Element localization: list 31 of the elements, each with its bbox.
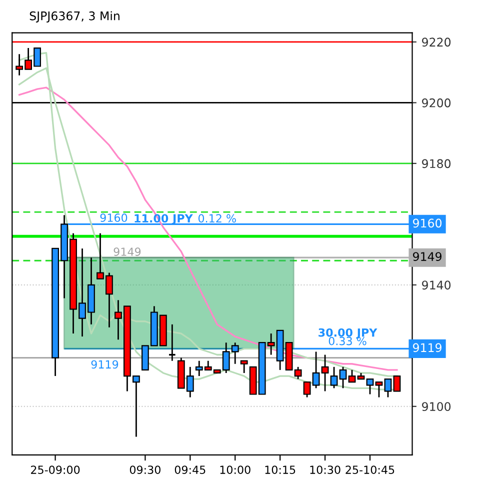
candlestick: [348, 369, 356, 383]
x-tick-label: 09:30: [130, 466, 160, 474]
x-tick-label: 09:45: [174, 466, 206, 474]
y-tick-label: 9220: [422, 38, 451, 47]
candlestick: [366, 378, 374, 395]
candlestick: [330, 366, 338, 389]
candlestick: [168, 324, 176, 362]
y-tick-label: 9140: [422, 280, 451, 290]
x-tick-label: 10:00: [220, 466, 250, 474]
x-tick-label: 25-09:00: [31, 466, 80, 474]
annotation: 9119: [91, 360, 118, 369]
x-tick-label: 10:30: [310, 466, 340, 474]
candlestick: [321, 354, 329, 392]
annotation: 9149: [114, 248, 141, 256]
x-tick-label: 25-10:45: [346, 466, 394, 474]
ref-line-label: 9149: [412, 252, 442, 262]
candlestick: [393, 375, 401, 392]
annotation: 0.12 %: [198, 214, 236, 223]
candlestick: [384, 378, 392, 398]
candlestick: [375, 381, 383, 398]
candlestick: [240, 360, 248, 374]
chart-title: SJPJ6367, 3 Min: [30, 11, 120, 23]
ref-line-label: 9160: [412, 218, 442, 228]
y-tick-label: 9100: [422, 402, 451, 412]
y-tick-label: 9180: [422, 159, 451, 168]
ref-line-label: 9119: [412, 343, 442, 352]
y-tick-label: 9200: [422, 98, 451, 108]
annotation: 9160: [100, 214, 128, 222]
candlestick: [339, 366, 347, 389]
annotation: 11.00 JPY: [134, 214, 193, 225]
x-tick-label: 10:15: [265, 466, 296, 474]
